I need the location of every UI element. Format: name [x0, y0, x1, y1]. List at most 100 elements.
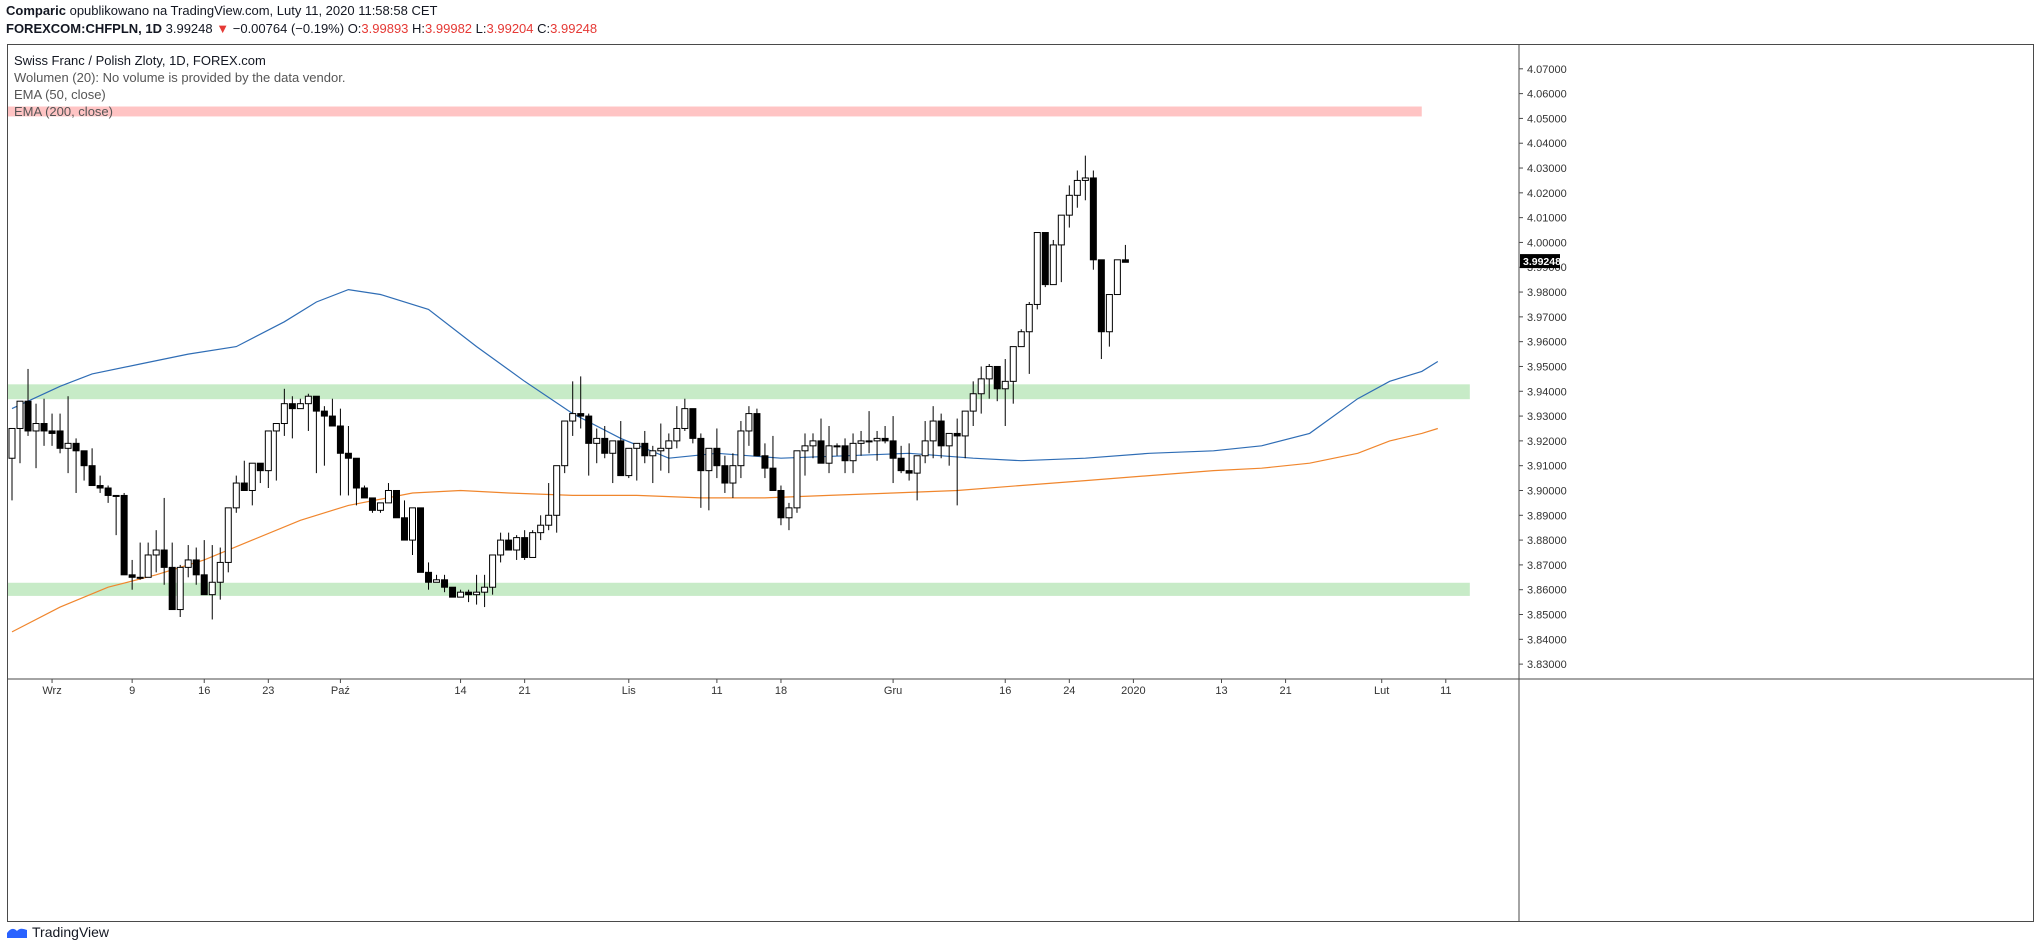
y-tick-label: 3.90000: [1527, 485, 1567, 497]
y-tick-label: 3.96000: [1527, 337, 1567, 349]
candle-body: [344, 452, 352, 459]
candle-body: [48, 430, 56, 434]
candle-body: [336, 425, 344, 454]
candle-body: [457, 591, 465, 598]
candle-body: [665, 440, 673, 449]
x-tick-label: 16: [198, 685, 210, 697]
candle-body: [216, 561, 224, 583]
candle-body: [833, 445, 841, 448]
candle-body: [601, 437, 609, 454]
y-tick-label: 3.92000: [1527, 436, 1567, 448]
candle-body: [1073, 179, 1081, 196]
y-tick-label: 4.04000: [1527, 138, 1567, 150]
y-tick-label: 3.91000: [1527, 461, 1567, 473]
candle-body: [793, 450, 801, 509]
candle-body: [433, 579, 441, 583]
candle-body: [633, 442, 641, 449]
candle-body: [232, 482, 240, 509]
y-tick-label: 4.01000: [1527, 213, 1567, 225]
candle-body: [449, 586, 457, 598]
x-tick-label: Paź: [331, 685, 350, 697]
candle-body: [729, 465, 737, 484]
candle-body: [625, 447, 633, 477]
candle-body: [905, 470, 913, 474]
candle-body: [1081, 177, 1089, 181]
candle-body: [200, 574, 208, 596]
candle-body: [176, 566, 184, 611]
x-tick-label: 14: [454, 685, 466, 697]
candle-body: [705, 447, 713, 472]
candle-body: [489, 554, 497, 588]
footer-brand[interactable]: TradingView: [32, 924, 110, 940]
y-tick-label: 3.95000: [1527, 361, 1567, 373]
y-tick-label: 3.93000: [1527, 411, 1567, 423]
candle-body: [144, 554, 152, 578]
candle-body: [1009, 346, 1017, 382]
candle-body: [1065, 194, 1073, 216]
y-tick-label: 4.02000: [1527, 188, 1567, 200]
candle-body: [1041, 232, 1049, 286]
candle-body: [96, 485, 104, 489]
x-tick-label: Lis: [622, 685, 637, 697]
candle-body: [1033, 232, 1041, 305]
candle-body: [1121, 259, 1129, 263]
low-value: 3.99204: [486, 21, 534, 36]
candle-body: [288, 403, 296, 410]
candle-body: [801, 445, 809, 452]
down-arrow-icon: ▼: [216, 21, 230, 36]
x-tick-label: 21: [519, 685, 531, 697]
candle-body: [865, 440, 873, 443]
candle-body: [497, 539, 505, 556]
candle-body: [521, 537, 529, 558]
candle-body: [376, 502, 384, 511]
candle-body: [24, 400, 32, 432]
candle-body: [817, 440, 825, 464]
candle-body: [409, 507, 416, 541]
candle-body: [1089, 177, 1097, 261]
candle-body: [240, 482, 248, 491]
resistance-zone-0: [8, 106, 1422, 117]
candle-body: [160, 549, 168, 568]
symbol-label: FOREXCOM:CHFPLN, 1D: [6, 21, 162, 36]
candle-body: [312, 395, 320, 412]
candle-body: [184, 559, 192, 568]
footer: TradingView: [6, 921, 109, 943]
candle-body: [881, 437, 889, 442]
candle-body: [40, 423, 48, 432]
current-price-badge: [1520, 254, 1560, 269]
candle-body: [529, 532, 537, 558]
candle-body: [825, 445, 833, 464]
publish-info: Comparic opublikowano na TradingView.com…: [6, 3, 437, 18]
candle-body: [120, 494, 128, 576]
legend-volume: Wolumen (20): No volume is provided by t…: [14, 70, 346, 85]
candle-body: [272, 423, 280, 432]
low-label: L:: [475, 21, 487, 36]
candle-body: [224, 507, 232, 563]
legend-ema200: EMA (200, close): [14, 104, 113, 119]
candle-body: [921, 440, 929, 457]
candle-body: [368, 497, 376, 511]
last-price: 3.99248: [165, 21, 213, 36]
y-tick-label: 3.86000: [1527, 585, 1567, 597]
legend-ema50: EMA (50, close): [14, 87, 106, 102]
candle-body: [841, 445, 849, 462]
candle-body: [1049, 244, 1057, 286]
chart-legend: Swiss Franc / Polish Zloty, 1D, FOREX.co…: [14, 52, 345, 120]
y-tick-label: 3.89000: [1527, 510, 1567, 522]
candle-body: [72, 442, 80, 452]
open-label: O:: [347, 21, 362, 36]
candle-body: [64, 442, 72, 449]
x-tick-label: 9: [129, 685, 135, 697]
candle-body: [8, 427, 16, 459]
candle-body: [761, 455, 769, 469]
candle-body: [88, 465, 96, 487]
candle-body: [384, 489, 392, 504]
candle-body: [1001, 380, 1009, 390]
candle-body: [569, 413, 577, 422]
close-value: 3.99248: [550, 21, 598, 36]
symbol-bar: FOREXCOM:CHFPLN, 1D 3.99248 ▼ −0.00764 (…: [6, 21, 597, 36]
candle-body: [545, 514, 553, 526]
candle-body: [641, 442, 649, 457]
candle-body: [465, 591, 473, 596]
